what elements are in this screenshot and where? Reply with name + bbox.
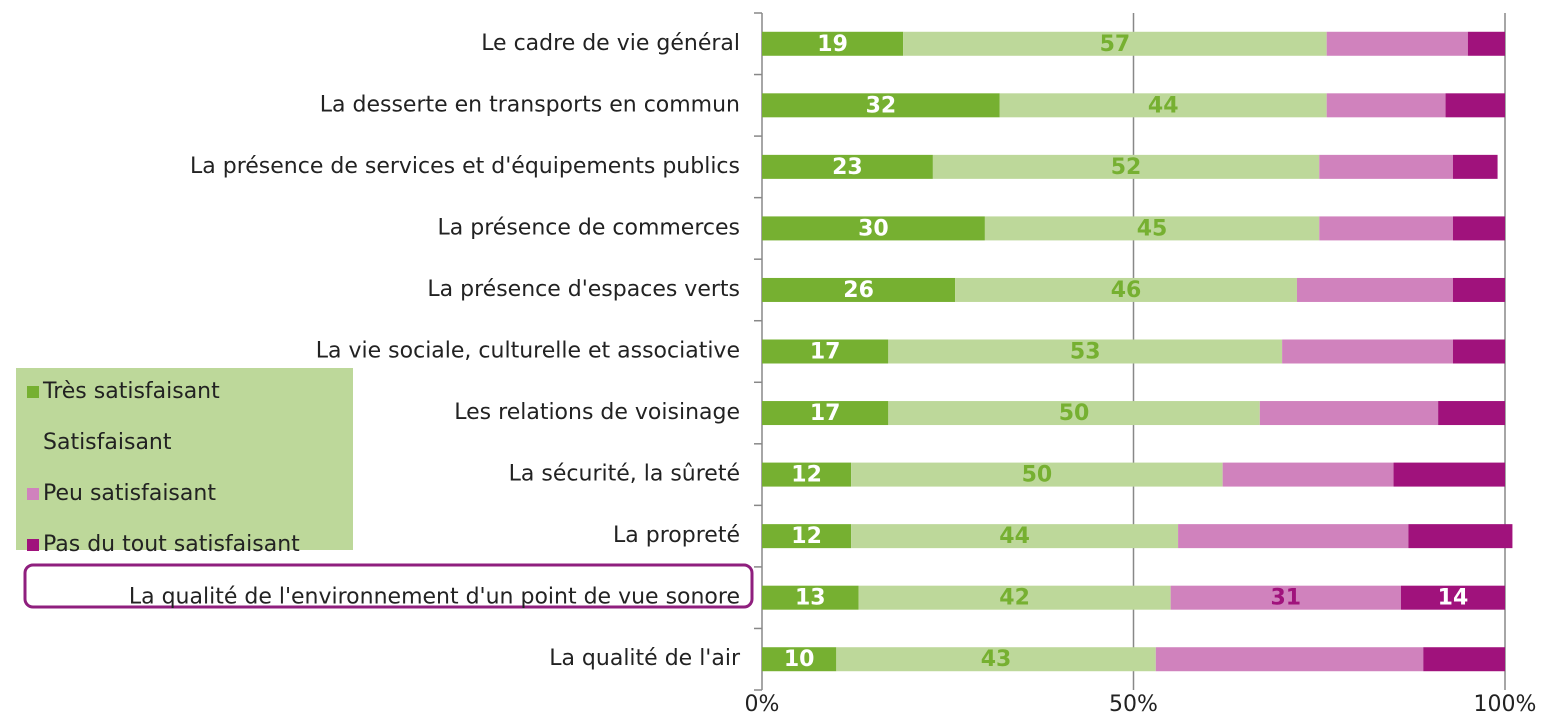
bar-segment (762, 93, 1000, 118)
data-label: 50 (1059, 401, 1090, 426)
bar-segment (888, 339, 1283, 364)
bar-segment (999, 93, 1327, 118)
category-label: La présence d'espaces verts (427, 277, 740, 302)
data-label: 44 (1148, 93, 1179, 118)
bar-segment (762, 277, 956, 302)
bar-segment (1178, 524, 1409, 549)
data-label: 12 (791, 463, 822, 488)
data-label: 12 (791, 524, 822, 549)
category-label: La sécurité, la sûreté (509, 462, 740, 487)
bar-segment (955, 277, 1297, 302)
category-label: La présence de services et d'équipements… (190, 154, 740, 179)
x-tick-label: 100% (1474, 692, 1537, 717)
category-label: Le cadre de vie général (481, 31, 740, 56)
bar-segment (1452, 216, 1505, 241)
bar-segment (762, 647, 837, 672)
legend-label: Pas du tout satisfaisant (43, 532, 300, 557)
data-label: 19 (817, 32, 848, 57)
data-label: 26 (843, 278, 874, 303)
data-label: 13 (795, 586, 826, 611)
legend-label: Satisfaisant (43, 430, 172, 455)
data-label: 30 (858, 216, 889, 241)
bar-segment (762, 585, 859, 610)
category-label: Les relations de voisinage (454, 400, 740, 425)
bar-segment (1393, 462, 1505, 487)
bar-segment (851, 524, 1179, 549)
category-label: La qualité de l'environnement d'un point… (129, 585, 740, 610)
bar-segment (1282, 339, 1453, 364)
legend-swatch (27, 488, 39, 500)
bar-segment (858, 585, 1171, 610)
legend-swatch (27, 539, 39, 551)
x-tick-label: 50% (1109, 692, 1158, 717)
category-label: La qualité de l'air (549, 646, 741, 671)
data-label: 52 (1111, 155, 1142, 180)
bar-segment (836, 647, 1156, 672)
highlight-box (23, 563, 754, 609)
data-label: 32 (866, 93, 897, 118)
data-label: 17 (810, 340, 841, 365)
bar-segment (762, 154, 933, 179)
category-label: La propreté (613, 523, 740, 548)
bar-segment (1400, 585, 1505, 610)
bar-segment (762, 216, 985, 241)
bar-segment (1326, 31, 1468, 56)
data-label: 23 (832, 155, 863, 180)
bar-segment (1438, 401, 1505, 426)
bar-segment (888, 401, 1260, 426)
data-label: 17 (810, 401, 841, 426)
legend-label: Peu satisfaisant (43, 481, 216, 506)
bar-segment (1452, 277, 1505, 302)
bar-segment (1319, 154, 1453, 179)
bar-segment (932, 154, 1320, 179)
data-label: 46 (1111, 278, 1142, 303)
bar-segment (1170, 585, 1401, 610)
bar-segment (1259, 401, 1439, 426)
bar-segment (851, 462, 1223, 487)
data-label: 43 (981, 647, 1012, 672)
legend-box (16, 368, 353, 550)
x-tick-label: 0% (745, 692, 780, 717)
bar-segment (1319, 216, 1453, 241)
data-label: 53 (1070, 340, 1101, 365)
bar-segment (1452, 154, 1498, 179)
bar-segment (762, 462, 852, 487)
legend-swatch (27, 437, 39, 449)
data-label: 57 (1100, 32, 1131, 57)
bar-segment (1467, 31, 1505, 56)
data-label: 42 (999, 586, 1030, 611)
bar-segment (1423, 647, 1505, 672)
bar-segment (1445, 93, 1505, 118)
bar-segment (1155, 647, 1424, 672)
bar-segment (1296, 277, 1453, 302)
bar-segment (762, 524, 852, 549)
data-label: 14 (1438, 586, 1469, 611)
data-label: 45 (1137, 216, 1168, 241)
bar-segment (1222, 462, 1394, 487)
bar-segment (762, 31, 904, 56)
data-label: 44 (999, 524, 1030, 549)
legend-swatch (27, 386, 39, 398)
legend-label: Très satisfaisant (42, 379, 220, 404)
bar-segment (984, 216, 1320, 241)
data-label: 10 (784, 647, 815, 672)
data-label: 50 (1022, 463, 1053, 488)
bar-segment (1408, 524, 1513, 549)
data-label: 31 (1271, 586, 1302, 611)
bar-segment (1452, 339, 1505, 364)
bar-segment (1326, 93, 1446, 118)
bar-segment (762, 339, 889, 364)
bar-segment (762, 401, 889, 426)
category-label: La présence de commerces (438, 215, 740, 240)
category-label: La vie sociale, culturelle et associativ… (316, 339, 740, 364)
category-label: La desserte en transports en commun (320, 92, 740, 117)
bar-segment (903, 31, 1327, 56)
